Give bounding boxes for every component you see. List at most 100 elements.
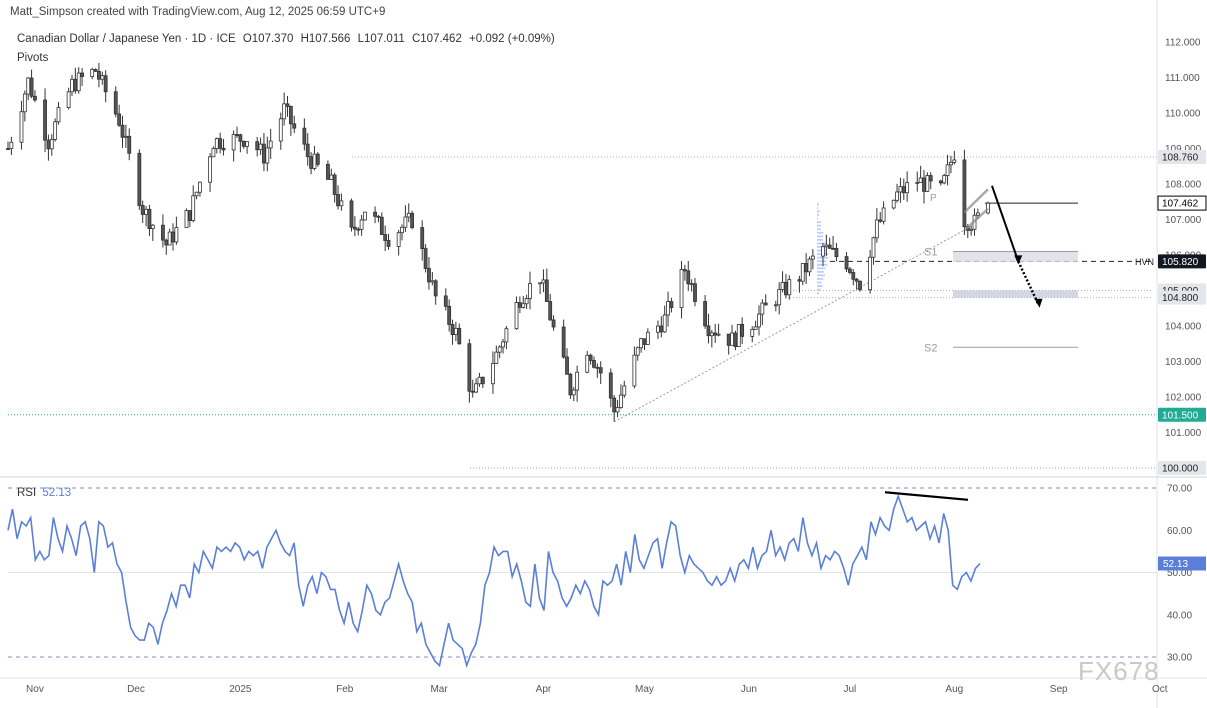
candle-body — [349, 200, 354, 228]
candle-body — [420, 227, 425, 249]
tag-105820: 105.820 — [1162, 257, 1199, 268]
rsi-legend-name: RSI — [17, 487, 37, 499]
candle-body — [656, 325, 660, 333]
candle-body — [241, 140, 246, 147]
candle-body — [29, 77, 34, 97]
y-tick-label: 109.000 — [1165, 144, 1202, 155]
tag-107462-bg — [1158, 196, 1206, 211]
candle-body — [730, 332, 734, 346]
candle-body — [278, 118, 283, 142]
ohlc-close: C107.462 — [411, 33, 462, 45]
candle-body — [262, 143, 266, 164]
candle-body — [905, 182, 910, 194]
candle-body — [703, 301, 708, 327]
rsi-divergence-line — [884, 491, 969, 501]
candle-body — [679, 269, 684, 309]
candle-body — [780, 281, 785, 290]
y-tick-label: 102.000 — [1165, 393, 1202, 404]
candle-body — [97, 70, 101, 80]
candle-body — [585, 354, 590, 373]
volume-profile-bar — [817, 203, 819, 206]
candle-body — [423, 248, 428, 269]
candle-body — [305, 143, 310, 158]
candle-body — [144, 208, 148, 215]
candle-body — [504, 328, 509, 343]
candle-body — [810, 255, 815, 260]
candle-body — [528, 283, 532, 299]
volume-profile-bar — [817, 288, 821, 291]
y-tick-label: 111.000 — [1165, 73, 1200, 84]
pivot-label-p: P — [930, 193, 937, 204]
candle-body — [194, 191, 199, 197]
candle-body — [386, 240, 391, 247]
candle-body — [521, 303, 526, 308]
candle-body — [740, 323, 745, 337]
volume-profile-bar — [817, 260, 827, 263]
candle-body — [969, 228, 974, 231]
candle-body — [524, 298, 529, 305]
candle-body — [777, 289, 782, 306]
tag-105820-bg — [1158, 254, 1206, 269]
candle-body — [494, 351, 499, 364]
candle-body — [450, 324, 455, 335]
hvn-tag-label: HVN — [1135, 257, 1154, 267]
candle-body — [612, 397, 617, 413]
candle-body — [800, 263, 805, 282]
candle-body — [592, 360, 596, 368]
candle-body — [949, 161, 953, 166]
candle-body — [198, 181, 202, 193]
volume-profile-bar — [817, 285, 823, 287]
candle-body — [406, 212, 411, 218]
candle-body — [928, 175, 933, 182]
candle-body — [561, 326, 566, 358]
volume-profile-bar — [817, 274, 825, 277]
candle-body — [235, 134, 239, 137]
candle-body — [821, 246, 825, 257]
y-tick-label: 108.000 — [1165, 180, 1202, 191]
candle-body — [622, 385, 627, 396]
candle-body — [918, 177, 923, 183]
candle-body — [834, 247, 839, 258]
candle-body — [302, 127, 307, 145]
candle-body — [831, 247, 835, 250]
candle-body — [497, 346, 502, 353]
x-tick-label: Mar — [430, 684, 448, 695]
symbol-title[interactable]: Canadian Dollar / Japanese Yen · 1D · IC… — [17, 33, 236, 45]
rsi-legend[interactable]: RSI 52.13 — [17, 487, 71, 499]
projection-arrowhead-2 — [1034, 298, 1043, 308]
volume-profile-bar — [817, 242, 826, 245]
candle-body — [123, 135, 128, 138]
projection-arrowhead-1 — [1014, 255, 1023, 265]
candle-body — [726, 333, 731, 346]
candle-body — [6, 148, 10, 150]
watermark: Matt_Simpson created with TradingView.co… — [10, 6, 386, 18]
volume-profile-bar — [817, 270, 824, 273]
candle-body — [76, 72, 81, 92]
y-tick-label: 101.000 — [1165, 428, 1202, 439]
ohlc-open: O107.370 — [242, 33, 294, 45]
candle-body — [211, 148, 216, 158]
candle-body — [238, 134, 243, 142]
candle-body — [161, 224, 165, 241]
candle-body — [773, 304, 778, 307]
candle-body — [666, 301, 670, 316]
candle-body — [258, 143, 263, 151]
x-tick-label: Jun — [741, 684, 757, 695]
candle-body — [784, 281, 788, 296]
indicator-pivots-label[interactable]: Pivots — [17, 52, 49, 64]
tag-101500-bg — [1158, 407, 1206, 422]
candle-body — [736, 323, 741, 347]
candle-body — [120, 124, 125, 138]
candle-body — [140, 205, 145, 215]
candle-body — [336, 194, 340, 207]
tag-101500: 101.500 — [1162, 410, 1199, 421]
candle-body — [19, 111, 24, 143]
candle-body — [127, 135, 132, 154]
candle-body — [117, 113, 122, 126]
candle-body — [187, 210, 192, 221]
candle-body — [942, 175, 947, 184]
y-tick-label: 107.000 — [1165, 215, 1202, 226]
x-tick-label: Dec — [127, 684, 145, 695]
